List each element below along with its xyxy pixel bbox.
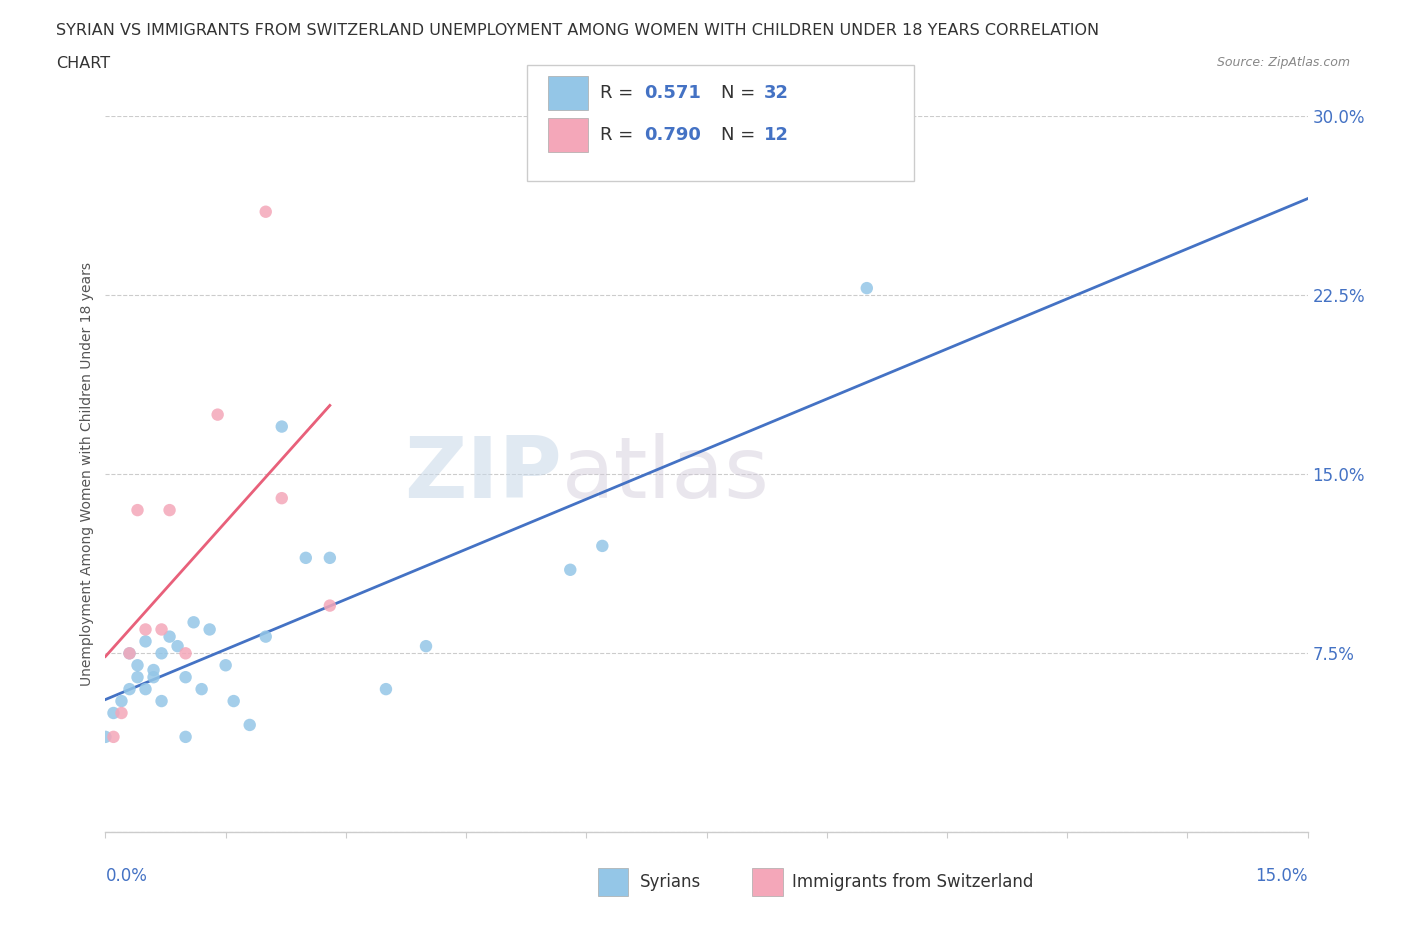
- Text: CHART: CHART: [56, 56, 110, 71]
- Point: [150, 694, 173, 709]
- Text: Syrians: Syrians: [640, 872, 702, 891]
- Point: [127, 502, 149, 517]
- Text: 32: 32: [763, 84, 789, 102]
- Point: [254, 205, 277, 219]
- Point: [110, 694, 132, 709]
- Point: [118, 645, 141, 660]
- Point: [319, 598, 342, 613]
- Point: [110, 706, 132, 721]
- Point: [103, 729, 125, 744]
- Point: [135, 682, 157, 697]
- Point: [127, 658, 149, 672]
- Point: [254, 630, 277, 644]
- Point: [295, 551, 318, 565]
- Point: [560, 563, 582, 578]
- Point: [214, 658, 236, 672]
- Point: [591, 538, 613, 553]
- Point: [135, 622, 157, 637]
- Point: [150, 622, 173, 637]
- Point: [142, 670, 165, 684]
- Point: [239, 718, 262, 733]
- Point: [190, 682, 212, 697]
- Point: [150, 645, 173, 660]
- Point: [135, 634, 157, 649]
- Point: [415, 639, 437, 654]
- Point: [118, 682, 141, 697]
- Point: [127, 670, 149, 684]
- Point: [270, 491, 292, 506]
- Point: [174, 670, 197, 684]
- Text: N =: N =: [721, 84, 761, 102]
- Point: [166, 639, 188, 654]
- Point: [183, 615, 205, 630]
- Text: atlas: atlas: [562, 432, 770, 516]
- Text: Source: ZipAtlas.com: Source: ZipAtlas.com: [1216, 56, 1350, 69]
- Text: Immigrants from Switzerland: Immigrants from Switzerland: [792, 872, 1033, 891]
- Point: [207, 407, 229, 422]
- Text: 0.790: 0.790: [644, 126, 700, 144]
- Text: ZIP: ZIP: [405, 432, 562, 516]
- Point: [174, 729, 197, 744]
- Point: [319, 551, 342, 565]
- Point: [142, 662, 165, 677]
- Point: [174, 645, 197, 660]
- Text: 0.0%: 0.0%: [105, 867, 148, 884]
- Point: [198, 622, 221, 637]
- Point: [103, 706, 125, 721]
- Point: [94, 729, 117, 744]
- Point: [374, 682, 398, 697]
- Text: 15.0%: 15.0%: [1256, 867, 1308, 884]
- Text: 12: 12: [763, 126, 789, 144]
- Text: SYRIAN VS IMMIGRANTS FROM SWITZERLAND UNEMPLOYMENT AMONG WOMEN WITH CHILDREN UND: SYRIAN VS IMMIGRANTS FROM SWITZERLAND UN…: [56, 23, 1099, 38]
- Y-axis label: Unemployment Among Women with Children Under 18 years: Unemployment Among Women with Children U…: [80, 262, 94, 686]
- Point: [222, 694, 245, 709]
- Text: R =: R =: [600, 126, 640, 144]
- Point: [159, 630, 181, 644]
- Text: N =: N =: [721, 126, 761, 144]
- Point: [855, 281, 877, 296]
- Point: [118, 645, 141, 660]
- Text: R =: R =: [600, 84, 640, 102]
- Text: 0.571: 0.571: [644, 84, 700, 102]
- Point: [159, 502, 181, 517]
- Point: [270, 419, 292, 434]
